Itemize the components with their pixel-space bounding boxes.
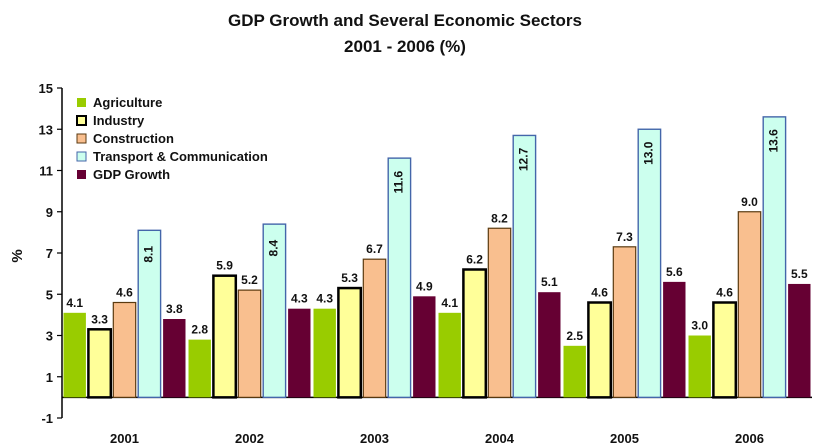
data-label-construction-2006: 9.0 (741, 195, 758, 209)
data-label-transport-communication-2003: 11.6 (392, 170, 406, 193)
y-tick-label: 13 (39, 122, 53, 137)
bar-agriculture-2002 (188, 339, 211, 398)
data-label-gdp-growth-2003: 4.9 (416, 279, 433, 293)
bar-agriculture-2003 (313, 308, 336, 398)
bar-construction-2003 (362, 258, 387, 398)
bar-industry-2006 (712, 301, 738, 399)
bar-construction-2004 (487, 227, 512, 398)
data-label-transport-communication-2002: 8.4 (267, 239, 281, 256)
bar-construction-2005 (612, 246, 637, 398)
y-tick-label: 9 (46, 205, 53, 220)
data-labels: 4.1 3.3 4.6 8.1 3.8 2.8 5.9 5.2 8.4 4.3 4.3 5.3 6.7 1… (66, 129, 808, 343)
data-label-agriculture-2005: 2.5 (566, 329, 583, 343)
bar-agriculture-2005 (563, 345, 586, 398)
chart-subtitle: 2001 - 2006 (%) (344, 37, 466, 56)
bar-transport-communication-2004 (512, 134, 537, 399)
bar-construction-2006 (737, 211, 762, 398)
x-tick-label: 2001 (110, 431, 139, 446)
legend-label-industry: Industry (93, 113, 145, 128)
legend-swatch-agriculture (77, 98, 86, 107)
data-label-agriculture-2001: 4.1 (66, 296, 83, 310)
y-tick-label: 7 (46, 246, 53, 261)
bar-transport-communication-2003 (387, 157, 412, 399)
x-tick-label: 2004 (485, 431, 515, 446)
legend-swatch-transport-communication (76, 151, 87, 162)
y-tick-label: 5 (46, 287, 53, 302)
data-label-construction-2004: 8.2 (491, 211, 508, 225)
bar-transport-communication-2001 (137, 229, 162, 399)
data-label-construction-2001: 4.6 (116, 286, 133, 300)
y-tick-label: -1 (41, 411, 53, 426)
bar-gdp-growth-2003 (413, 296, 436, 398)
bar-gdp-growth-2006 (788, 283, 811, 398)
bar-industry-2004 (462, 268, 488, 399)
data-label-transport-communication-2001: 8.1 (142, 246, 156, 263)
bar-agriculture-2006 (688, 335, 711, 398)
legend-swatch-gdp-growth (77, 170, 86, 179)
data-label-gdp-growth-2006: 5.5 (791, 267, 808, 281)
data-label-construction-2003: 6.7 (366, 242, 383, 256)
data-label-gdp-growth-2004: 5.1 (541, 275, 558, 289)
bar-industry-2002 (212, 274, 238, 399)
data-label-agriculture-2006: 3.0 (691, 319, 708, 333)
bar-agriculture-2001 (63, 312, 86, 398)
data-label-industry-2006: 4.6 (716, 286, 733, 300)
bar-industry-2001 (87, 328, 113, 399)
bar-agriculture-2004 (438, 312, 461, 398)
legend-label-construction: Construction (93, 131, 174, 146)
bar-gdp-growth-2001 (163, 319, 186, 398)
bar-gdp-growth-2005 (663, 281, 686, 398)
data-label-transport-communication-2005: 13.0 (642, 141, 656, 165)
legend-swatch-construction (76, 133, 87, 144)
data-label-gdp-growth-2001: 3.8 (166, 302, 183, 316)
bar-transport-communication-2006 (762, 116, 787, 399)
x-tick-label: 2003 (360, 431, 389, 446)
legend-box (68, 92, 328, 188)
data-label-agriculture-2002: 2.8 (191, 323, 208, 337)
data-label-industry-2002: 5.9 (216, 259, 233, 273)
data-label-construction-2005: 7.3 (616, 230, 633, 244)
data-label-agriculture-2004: 4.1 (441, 296, 458, 310)
data-label-industry-2003: 5.3 (341, 271, 358, 285)
legend-swatch-industry (76, 115, 87, 126)
data-label-industry-2004: 6.2 (466, 253, 483, 267)
data-label-construction-2002: 5.2 (241, 273, 258, 287)
bar-industry-2003 (337, 286, 363, 399)
data-label-gdp-growth-2005: 5.6 (666, 265, 683, 279)
data-label-transport-communication-2006: 13.6 (767, 129, 781, 153)
legend-label-agriculture: Agriculture (93, 95, 162, 110)
bar-transport-communication-2005 (637, 128, 662, 399)
bars (63, 116, 811, 399)
chart-title: GDP Growth and Several Economic Sectors (228, 11, 582, 30)
data-label-agriculture-2003: 4.3 (316, 292, 333, 306)
legend: Agriculture Industry Construction Transport… (68, 92, 328, 188)
legend-label-transport-communication: Transport & Communication (93, 149, 268, 164)
y-tick-label: 3 (46, 329, 53, 344)
bar-transport-communication-2002 (262, 223, 287, 399)
y-tick-label: 11 (39, 164, 53, 179)
bar-gdp-growth-2004 (538, 292, 561, 398)
x-tick-label: 2002 (235, 431, 264, 446)
bar-industry-2005 (587, 301, 613, 399)
data-label-industry-2001: 3.3 (91, 312, 108, 326)
y-axis-label: % (9, 249, 26, 262)
bar-construction-2001 (112, 301, 137, 398)
bar-construction-2002 (237, 289, 262, 398)
bar-gdp-growth-2002 (288, 308, 311, 398)
y-tick-label: 1 (46, 370, 53, 385)
data-label-gdp-growth-2002: 4.3 (291, 292, 308, 306)
x-tick-label: 2006 (735, 431, 764, 446)
legend-label-gdp-growth: GDP Growth (93, 167, 170, 182)
data-label-transport-communication-2004: 12.7 (517, 147, 531, 171)
y-tick-label: 15 (39, 81, 53, 96)
data-label-industry-2005: 4.6 (591, 286, 608, 300)
x-tick-label: 2005 (610, 431, 639, 446)
